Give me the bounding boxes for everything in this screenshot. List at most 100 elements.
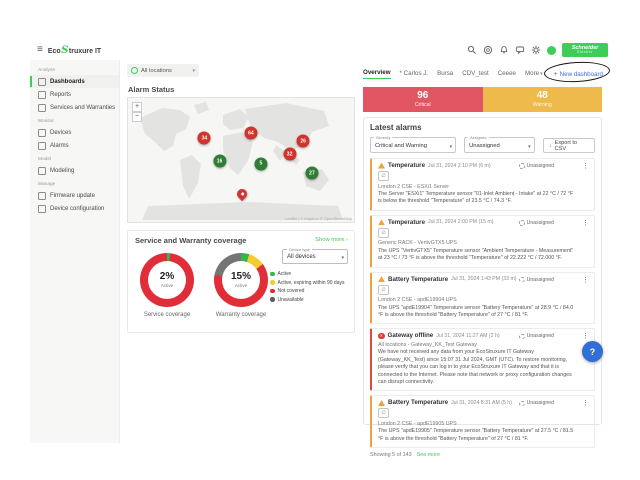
sidebar-item-devices[interactable]: Devices (30, 126, 119, 139)
map-zoom-in-button[interactable]: + (132, 102, 142, 112)
alarm-timestamp: Jul 31, 2024 8:31 AM (5 h) (451, 399, 512, 406)
alarm-row[interactable]: ✕ Temperature Jul 31, 2024 2:10 PM (6 m)… (370, 158, 595, 211)
sidebar-nav: Analyze Dashboards Reports Services and … (30, 60, 120, 443)
alarm-row[interactable]: ✕ Battery Temperature Jul 31, 2024 8:31 … (370, 395, 595, 449)
chevron-down-icon: ▾ (449, 144, 453, 150)
tab-ceeee[interactable]: Ceeee▾ (497, 69, 516, 77)
sidebar-item-reports[interactable]: Reports (30, 88, 119, 101)
assignee-avatar-icon (519, 163, 525, 169)
alarm-assignee[interactable]: Unassigned (519, 400, 554, 406)
alarm-muted-chip[interactable]: ∅ (378, 408, 389, 419)
sidebar-item-modeling[interactable]: Modeling (30, 164, 119, 177)
map-alarm-marker[interactable]: 34 (197, 131, 211, 145)
map-zoom-out-button[interactable]: − (132, 112, 142, 122)
tab-carlos-j[interactable]: * Carlos J.▾ (399, 69, 429, 77)
map-alarm-marker[interactable]: 27 (305, 166, 319, 180)
coverage-show-more-link[interactable]: Show more › (315, 237, 348, 243)
tab-overview[interactable]: Overview▾ (363, 69, 391, 79)
donut-percent: 15% (230, 271, 251, 282)
sidebar-item-alarms[interactable]: Alarms (30, 139, 119, 152)
sidebar-section-label: Monitor (38, 119, 54, 124)
alarm-location: All locations - Gateway_KK_Test Gateway (378, 341, 477, 348)
alarm-timestamp: Jul 31, 2024 2:00 PM (15 m) (428, 219, 494, 226)
sidebar-item-firmware-update[interactable]: Firmware update (30, 189, 119, 202)
tab-more[interactable]: More▾ (524, 69, 543, 77)
alarm-muted-chip[interactable]: ∅ (378, 227, 389, 238)
world-map[interactable] (128, 98, 355, 223)
export-to-csv-button[interactable]: ↓ Export to CSV (542, 138, 595, 153)
map-alarm-marker[interactable]: 32 (283, 147, 297, 161)
alarm-menu-button[interactable]: ⋮ (582, 400, 589, 408)
map-alarm-marker[interactable]: 16 (213, 154, 227, 168)
map-zoom-controls: + − (132, 102, 142, 122)
critical-summary-block[interactable]: 96 Critical (363, 87, 483, 112)
alarm-row[interactable]: ✕ Gateway offline Jul 31, 2024 11:27 AM … (370, 328, 595, 392)
alarm-row[interactable]: ✕ Battery Temperature Jul 31, 2024 1:43 … (370, 271, 595, 325)
map-alarm-marker[interactable]: 64 (244, 126, 258, 140)
map-alarm-marker[interactable]: 26 (296, 134, 310, 148)
help-fab-button[interactable]: ? (582, 341, 603, 362)
legend-item: Not covered (270, 288, 348, 294)
sidebar-item-services-and-warranties[interactable]: Services and Warranties (30, 101, 119, 114)
download-icon: ↓ (548, 142, 552, 149)
settings-gear-icon[interactable] (531, 45, 541, 55)
alarm-menu-button[interactable]: ⋮ (582, 333, 589, 341)
sidebar-section-label: Analyze (38, 68, 56, 73)
config-icon (38, 204, 46, 213)
help-ring-icon[interactable] (483, 45, 493, 55)
coverage-card: Service and Warranty coverage Show more … (127, 230, 355, 333)
assignee-filter-dropdown[interactable]: Assignee Unassigned ▾ (464, 135, 535, 153)
alarm-menu-button[interactable]: ⋮ (582, 276, 589, 284)
tab-bursa[interactable]: Bursa▾ (437, 69, 454, 77)
alarm-assignee[interactable]: Unassigned (519, 333, 554, 339)
assignee-avatar-icon (519, 276, 525, 283)
alarm-description: The Server "ESXi1" Temperature sensor "0… (378, 191, 574, 205)
alarm-bell-icon (38, 141, 46, 150)
location-pin-icon (131, 67, 138, 74)
sidebar-section-label: Manage (38, 182, 56, 187)
assignee-avatar-icon (519, 400, 525, 407)
severity-filter-dropdown[interactable]: Severity Critical and Warning ▾ (370, 135, 457, 153)
new-dashboard-button[interactable]: + New dashboard (553, 70, 603, 78)
coverage-title: Service and Warranty coverage (135, 236, 247, 245)
alarm-timestamp: Jul 31, 2024 2:10 PM (6 m) (428, 162, 491, 169)
alarm-filters: Severity Critical and Warning ▾ Assignee… (370, 135, 595, 153)
sidebar-item-device-configuration[interactable]: Device configuration (30, 202, 119, 215)
warning-triangle-icon (378, 276, 385, 283)
location-filter-dropdown[interactable]: All locations ▾ (127, 64, 199, 77)
alarm-timestamp: Jul 31, 2024 11:27 AM (2 h) (436, 332, 500, 339)
alarm-assignee[interactable]: Unassigned (519, 163, 554, 169)
alarm-muted-chip[interactable]: ∅ (378, 284, 389, 295)
notifications-bell-icon[interactable] (499, 45, 509, 55)
map-attribution: Leaflet | © Mapbox © OpenStreetMap (285, 216, 352, 221)
alarm-menu-button[interactable]: ⋮ (582, 163, 589, 170)
sidebar-section: Manage Firmware update Device configurat… (30, 182, 119, 215)
menu-icon[interactable]: ≡ (37, 44, 43, 55)
feedback-icon[interactable] (515, 45, 525, 55)
legend-item: Active, expiring within 90 days (270, 280, 348, 286)
chevron-down-icon: ▾ (341, 255, 344, 261)
alarm-menu-button[interactable]: ⋮ (582, 219, 589, 227)
search-icon[interactable] (467, 45, 477, 55)
sidebar-section: Analyze Dashboards Reports Services and … (30, 68, 119, 114)
tab-cdv-test[interactable]: CDV_test▾ (462, 69, 489, 77)
showing-count: Showing 5 of 143 (370, 452, 412, 459)
alarm-assignee[interactable]: Unassigned (519, 220, 554, 226)
alarm-row[interactable]: ✕ Temperature Jul 31, 2024 2:00 PM (15 m… (370, 214, 595, 268)
firmware-icon (38, 191, 46, 200)
sidebar-item-dashboards[interactable]: Dashboards (30, 75, 119, 88)
schneider-electric-logo[interactable]: Schneider Electric (562, 43, 608, 57)
alarm-muted-chip[interactable]: ∅ (378, 171, 389, 181)
device-type-dropdown[interactable]: Device type All devices ▾ (282, 247, 348, 264)
chevron-down-icon: ▾ (540, 70, 543, 77)
avatar[interactable] (547, 45, 556, 55)
latest-alarms-card: Latest alarms Severity Critical and Warn… (363, 117, 602, 458)
warning-triangle-icon (378, 399, 385, 406)
warning-summary-block[interactable]: 48 Warning (482, 87, 602, 112)
service-coverage-donut: 2% Active Service coverage (134, 253, 200, 318)
see-more-link[interactable]: See more (416, 452, 441, 459)
chevron-down-icon: ▾ (192, 67, 195, 74)
alarm-assignee[interactable]: Unassigned (519, 277, 554, 283)
map-alarm-marker[interactable]: 5 (254, 157, 268, 171)
